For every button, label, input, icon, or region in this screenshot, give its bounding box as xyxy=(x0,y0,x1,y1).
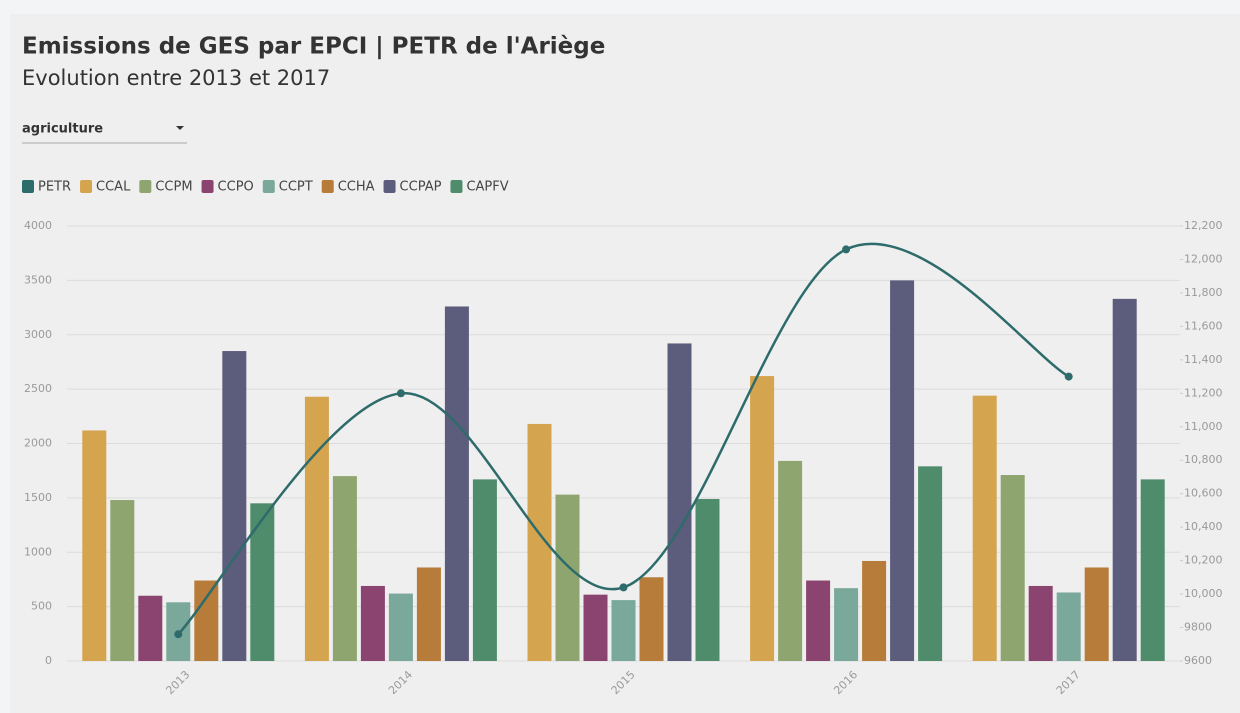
x-tick-label: 2015 xyxy=(609,668,638,697)
bar xyxy=(388,593,413,661)
y2-tick-label: 10,600 xyxy=(1184,487,1223,500)
y2-tick-label: 11,800 xyxy=(1184,286,1223,299)
y2-tick-label: 11,600 xyxy=(1184,319,1223,332)
y-tick-label: 1500 xyxy=(24,491,52,504)
y2-tick-label: 11,200 xyxy=(1184,386,1223,399)
legend-label: PETR xyxy=(38,180,71,195)
bar xyxy=(918,466,943,661)
bar xyxy=(1028,585,1053,661)
y-tick-label: 3000 xyxy=(24,328,52,341)
bar xyxy=(1000,475,1025,661)
legend-label: CAPFV xyxy=(466,180,508,195)
y2-tick-label: 12,200 xyxy=(1184,219,1223,232)
bar xyxy=(806,580,831,661)
legend-swatch xyxy=(139,180,152,193)
bar xyxy=(1056,592,1081,661)
legend-swatch xyxy=(383,180,396,193)
bar xyxy=(472,479,497,661)
chart-subtitle: Evolution entre 2013 et 2017 xyxy=(22,66,330,90)
bar xyxy=(667,343,692,661)
bar xyxy=(360,585,385,661)
bar xyxy=(138,595,163,661)
bar xyxy=(416,567,441,661)
legend-swatch xyxy=(201,180,214,193)
bar xyxy=(222,351,247,661)
y2-tick-label: 9800 xyxy=(1184,621,1212,634)
bar xyxy=(695,498,720,661)
legend-label: CCPO xyxy=(218,180,254,195)
legend-label: CCPT xyxy=(279,180,313,195)
bar xyxy=(750,376,775,661)
bar xyxy=(862,560,887,661)
bar xyxy=(1112,298,1137,661)
y2-tick-label: 12,000 xyxy=(1184,252,1223,265)
legend-swatch xyxy=(262,180,275,193)
y-tick-label: 500 xyxy=(31,600,52,613)
x-tick-label: 2016 xyxy=(831,668,860,697)
y-tick-label: 1000 xyxy=(24,545,52,558)
y-tick-label: 4000 xyxy=(24,219,52,232)
bar xyxy=(304,396,329,661)
y-tick-label: 3500 xyxy=(24,273,52,286)
y-tick-label: 2000 xyxy=(24,437,52,450)
legend-label: CCPM xyxy=(155,180,192,195)
bar xyxy=(583,594,608,661)
x-tick-label: 2013 xyxy=(163,668,192,697)
legend-label: CCAL xyxy=(96,180,131,195)
legend-swatch xyxy=(80,180,93,193)
legend-label: CCPAP xyxy=(400,180,442,195)
bar xyxy=(82,430,107,661)
bar xyxy=(1084,567,1109,661)
bar xyxy=(555,494,580,661)
dropdown-arrow[interactable] xyxy=(176,126,184,130)
legend-swatch xyxy=(22,180,34,193)
line-point xyxy=(1064,372,1073,381)
y2-tick-label: 10,200 xyxy=(1184,554,1223,567)
bar xyxy=(110,500,135,661)
bar xyxy=(611,600,636,661)
legend-swatch xyxy=(450,180,463,193)
y2-tick-label: 11,000 xyxy=(1184,420,1223,433)
y2-tick-label: 11,400 xyxy=(1184,353,1223,366)
bar xyxy=(444,306,469,661)
x-tick-label: 2017 xyxy=(1054,668,1083,697)
legend-label: CCHA xyxy=(338,180,375,195)
chart-title: Emissions de GES par EPCI | PETR de l'Ar… xyxy=(22,34,605,60)
y2-tick-label: 10,800 xyxy=(1184,453,1223,466)
bar xyxy=(194,580,219,661)
y2-tick-label: 9600 xyxy=(1184,654,1212,667)
line-point xyxy=(619,583,628,592)
dropdown[interactable]: agriculture xyxy=(22,122,187,144)
y-tick-label: 2500 xyxy=(24,382,52,395)
bar xyxy=(778,460,803,661)
bar xyxy=(1140,479,1165,661)
bar xyxy=(834,588,859,661)
line-point xyxy=(174,630,183,639)
bar xyxy=(332,476,357,661)
y-tick-label: 0 xyxy=(45,654,52,667)
bar xyxy=(639,577,664,661)
bar xyxy=(890,280,915,661)
y2-tick-label: 10,400 xyxy=(1184,520,1223,533)
bar xyxy=(250,503,275,661)
line-point xyxy=(396,389,405,398)
bar xyxy=(972,395,997,661)
legend-swatch xyxy=(321,180,334,193)
x-tick-label: 2014 xyxy=(386,668,415,697)
line-point xyxy=(842,245,851,254)
dropdown-value[interactable]: agriculture xyxy=(22,122,103,137)
y2-tick-label: 10,000 xyxy=(1184,587,1223,600)
